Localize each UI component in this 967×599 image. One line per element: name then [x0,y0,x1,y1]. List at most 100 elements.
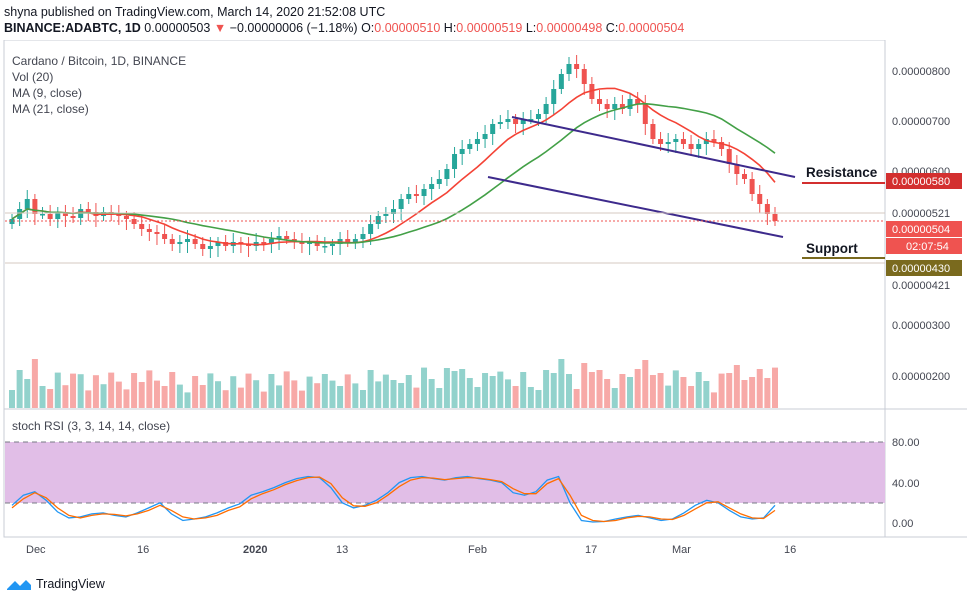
legend-stoch: stoch RSI (3, 3, 14, 14, close) [12,419,170,433]
change: −0.00000006 (−1.18%) [229,21,358,35]
candle-body [368,224,374,234]
volume-bar [367,370,374,408]
tradingview-logo[interactable]: TradingView [6,577,105,591]
candle-body [696,144,702,149]
candle-body [421,189,427,196]
candle-body [429,184,435,189]
volume-tick: 0.00000300 [892,320,950,332]
badge-last-price [886,221,962,237]
candle-body [749,179,755,194]
candle-body [261,242,267,244]
candle-body [192,239,198,244]
candle-body [207,246,213,249]
volume-bar [146,370,153,408]
volume-bar [161,386,168,408]
last-price: 0.00000503 [144,21,211,35]
badge-countdown-text: 02:07:54 [906,241,949,253]
volume-bar [604,379,611,408]
volume-bar [283,371,290,408]
volume-bar [428,379,435,408]
volume-bar [688,386,695,408]
price-tick: 0.00000800 [892,66,950,78]
volume-bar [138,382,145,408]
volume-bar [245,373,252,408]
candle-body [741,174,747,179]
candle-body [490,124,496,134]
candle-body [360,234,366,239]
volume-bar [207,373,214,408]
volume-bar [62,385,69,408]
volume-bar [9,390,15,408]
candle-body [123,216,129,219]
candle-body [558,74,564,89]
volume-bar [321,374,328,408]
candle-body [474,139,480,144]
time-tick: 17 [585,544,597,556]
volume-bar [642,360,649,408]
candle-body [482,134,488,139]
candle-body [459,149,465,154]
volume-bar [359,390,366,408]
volume-bar [344,374,351,408]
volume-bar [390,380,397,408]
candle-body [85,209,91,212]
candle-body [711,139,717,142]
candle-body [604,104,610,109]
candle-body [276,236,282,239]
volume-bar [352,383,359,408]
stoch-rsi-lines [11,475,776,523]
volume-bar [398,383,405,408]
candle-body [597,99,603,104]
volume-bar [77,374,84,408]
stoch-overbought-band [5,442,885,503]
volume-bar [611,388,618,408]
candles [9,55,778,258]
volume-bar [726,373,733,408]
price-axis[interactable]: 0.00000800 0.00000700 0.00000600 0.00000… [886,66,962,530]
candle-body [116,214,122,216]
time-axis[interactable]: Dec 16 2020 13 Feb 17 Mar 16 [26,544,796,556]
candle-body [642,104,648,124]
tradingview-logo-icon [7,580,31,590]
candle-body [345,239,351,242]
volume-bar [665,385,672,408]
volume-bar [543,370,550,408]
volume-bar [634,369,641,408]
candle-body [40,214,46,216]
volume-bar [451,371,458,408]
publish-line: shyna published on TradingView.com, Marc… [4,5,386,19]
volume-bar [70,373,77,408]
candle-body [665,142,671,144]
stoch-tick: 80.00 [892,437,920,449]
channel-upper-line[interactable] [511,116,796,178]
time-tick: 16 [784,544,796,556]
volume-bar [47,389,54,408]
volume-bar [459,369,466,408]
candle-body [772,214,778,221]
volume-bar [520,372,527,408]
volume-bar [230,376,237,408]
volume-bar [337,386,344,408]
volume-bar [169,372,176,408]
volume-bar [695,372,702,408]
price-tick: 0.00000700 [892,116,950,128]
candle-body [619,104,625,109]
candle-body [47,214,53,219]
candle-body [436,179,442,184]
volume-bar [573,389,580,408]
chart-area[interactable]: Resistance Support Cardano / Bitcoin, 1D… [0,40,967,560]
volume-bar [298,390,305,408]
volume-bar [375,381,382,408]
candle-body [658,139,664,144]
channel-lower-line[interactable] [487,176,784,238]
candle-body [55,212,61,219]
volume-bar [772,367,778,408]
stoch-d-line [11,476,776,523]
ma9-line [11,87,776,246]
volume-bar [581,363,588,408]
candle-body [177,242,183,244]
candle-body [70,216,76,218]
volume-bar [489,376,496,408]
close-label: C: [605,21,619,35]
candle-body [307,242,313,244]
